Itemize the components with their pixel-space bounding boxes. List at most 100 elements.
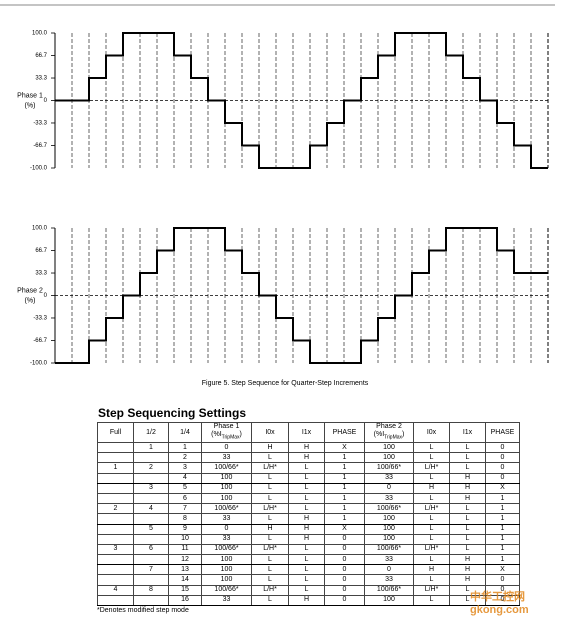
table-cell: 4	[133, 503, 169, 515]
table-cell: L	[413, 472, 450, 484]
table-cell: L	[288, 482, 325, 494]
header-unit: (%I	[373, 431, 385, 439]
table-cell: 12	[168, 554, 202, 566]
y-tick-label: 0	[44, 98, 48, 104]
table-cell: X	[324, 523, 365, 535]
table-cell: 2	[133, 462, 169, 474]
table-row: 5 9 0 H H X 100 L L 1	[97, 523, 520, 535]
table-cell	[97, 482, 134, 494]
table-cell: L/H*	[251, 584, 289, 596]
table-cell: L/H*	[413, 503, 450, 515]
header-text: Phase 2	[376, 423, 402, 431]
header-cell: 1/4	[168, 422, 202, 443]
table-cell: L/H*	[413, 462, 450, 474]
y-tick-label: 100.0	[32, 31, 48, 37]
table-cell	[97, 441, 134, 454]
header-unit: (%I	[211, 431, 222, 439]
table-cell: 100	[364, 594, 414, 607]
table-row: 14 100 L L 0 33 L H 0	[97, 574, 520, 586]
table-cell: L	[413, 594, 450, 607]
table-cell: L	[288, 564, 325, 576]
table-cell: L	[449, 533, 486, 545]
table-title: Step Sequencing Settings	[98, 406, 247, 420]
table-cell: 6	[133, 543, 169, 556]
table-cell: 3	[133, 482, 169, 494]
table-cell: 100	[201, 492, 252, 505]
y-tick-label: 0	[44, 293, 48, 299]
table-cell: 100/66*	[364, 462, 414, 474]
table-cell: 2	[97, 503, 134, 515]
table-row: 4 100 L L 1 33 L H 0	[97, 472, 520, 484]
table-cell: H	[288, 533, 325, 545]
table-cell: 100/66*	[364, 543, 414, 556]
table-cell: 1	[133, 441, 169, 454]
table-row: 4 8 15 100/66* L/H* L 0 100/66* L/H* L 0	[97, 584, 520, 596]
table-cell: 33	[364, 574, 414, 586]
table-cell: 100/66*	[364, 503, 414, 515]
table-cell	[97, 554, 134, 566]
table-cell: L	[288, 503, 325, 515]
table-cell	[97, 472, 134, 484]
table-cell: 15	[168, 584, 202, 596]
table-row: 7 13 100 L L 0 0 H H X	[97, 564, 520, 576]
table-cell: L	[449, 441, 486, 454]
table-row: 6 100 L L 1 33 L H 1	[97, 492, 520, 505]
header-text: Phase 1	[213, 423, 240, 431]
table-cell: L	[413, 554, 450, 566]
table-cell	[133, 472, 169, 484]
step-risers	[55, 32, 548, 169]
table-cell: 8	[168, 513, 202, 525]
y-tick-label: 33.3	[35, 271, 47, 277]
table-cell	[97, 523, 134, 535]
header-sub: TripMax	[384, 434, 403, 441]
table-cell: 5	[133, 523, 169, 535]
table-cell: L	[251, 452, 289, 464]
table-cell: 100	[201, 564, 252, 576]
header-cell: Phase 2 (%ITripMax)	[364, 422, 414, 443]
header-cell: 1/2	[133, 422, 169, 443]
table-cell: 7	[168, 503, 202, 515]
table-cell: L	[413, 452, 450, 464]
watermark-url: gkong.com	[470, 604, 529, 616]
y-tick-label: -33.3	[33, 121, 47, 127]
y-tick-label: -66.7	[33, 143, 47, 149]
y-tick-label: 66.7	[35, 248, 47, 254]
table-cell: H	[449, 472, 486, 484]
table-cell: L	[288, 584, 325, 596]
watermark-text: 中华工控网	[470, 591, 525, 603]
table-cell: 1	[324, 452, 365, 464]
table-row: 2 33 L H 1 100 L L 0	[97, 452, 520, 464]
table-cell	[97, 574, 134, 586]
table-cell: 14	[168, 574, 202, 586]
table-cell: 100/66*	[201, 543, 252, 556]
table-cell: H	[413, 564, 450, 576]
y-axis-label: (%)	[25, 297, 36, 304]
table-cell: 2	[168, 452, 202, 464]
y-axis-label: Phase 2	[17, 287, 43, 294]
table-cell: 1	[485, 543, 520, 556]
table-cell	[97, 492, 134, 505]
table-cell: 11	[168, 543, 202, 556]
table-cell: 0	[201, 441, 252, 454]
table-row: 1 1 0 H H X 100 L L 0	[97, 441, 520, 454]
header-cell: I1x	[449, 422, 486, 443]
table-cell: L	[413, 513, 450, 525]
table-cell	[133, 594, 169, 607]
table-cell: 0	[485, 594, 520, 607]
table-cell: 1	[324, 513, 365, 525]
table-cell: H	[288, 441, 325, 454]
header-cell: Phase 1 (%ITripMax)	[201, 422, 252, 443]
table-cell: 1	[324, 462, 365, 474]
table-cell: L	[288, 554, 325, 566]
table-cell: L	[288, 492, 325, 505]
table-cell: 3	[168, 462, 202, 474]
table-cell: 100	[201, 482, 252, 494]
table-cell: 1	[485, 492, 520, 505]
table-cell: H	[251, 523, 289, 535]
table-cell: 1	[97, 462, 134, 474]
table-cell: L	[251, 594, 289, 607]
table-cell: 100	[364, 513, 414, 525]
table-cell	[133, 533, 169, 545]
table-cell: L	[449, 452, 486, 464]
header-cell: I0x	[413, 422, 450, 443]
